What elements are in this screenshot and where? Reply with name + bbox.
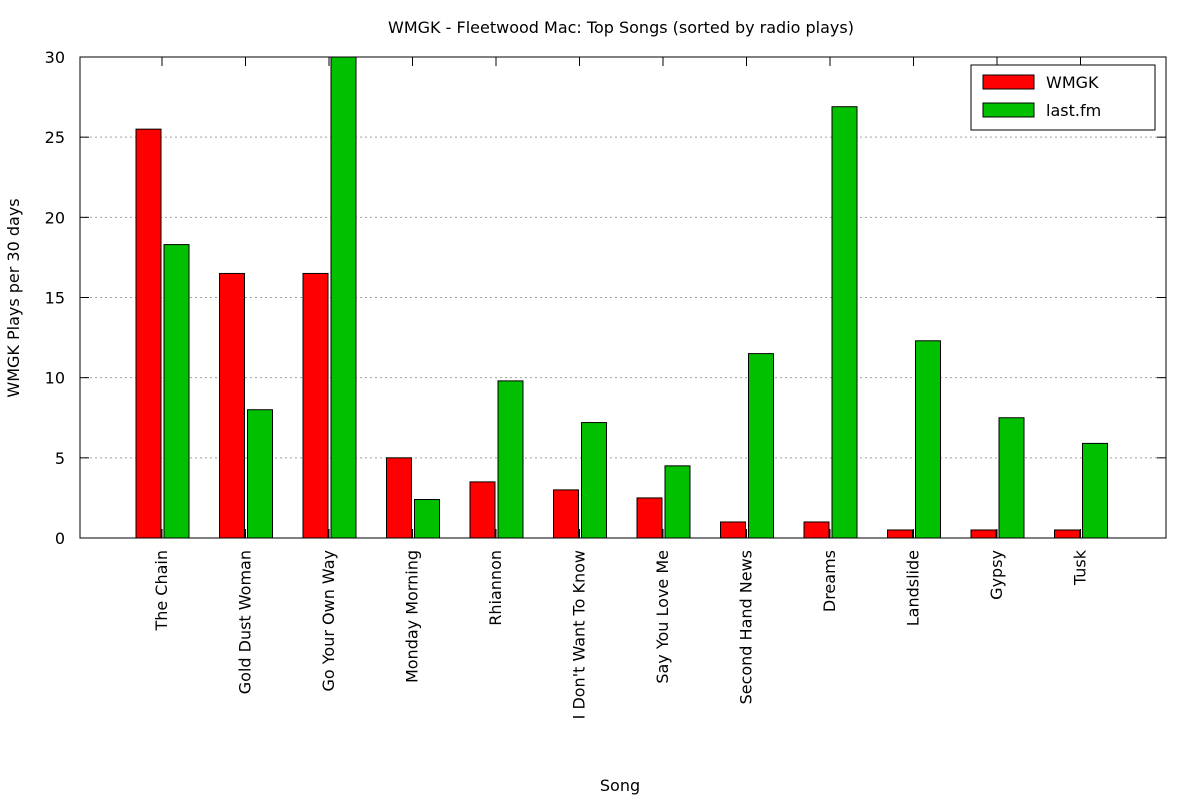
legend-label: WMGK	[1046, 73, 1099, 92]
bar-lastfm	[247, 409, 273, 539]
bar-wmgk	[887, 529, 913, 539]
bar-lastfm	[831, 106, 858, 539]
bar-lastfm	[581, 422, 607, 539]
x-tick-label: Gypsy	[987, 550, 1006, 600]
bar-wmgk	[1054, 529, 1080, 539]
bar-lastfm	[1082, 442, 1108, 539]
y-tick-label: 5	[55, 449, 65, 468]
y-tick-label: 30	[45, 48, 65, 67]
bar-wmgk	[386, 457, 412, 539]
x-axis-label: Song	[600, 776, 640, 795]
bar-lastfm	[330, 56, 357, 539]
bar-wmgk	[803, 521, 830, 539]
legend-swatch	[982, 102, 1035, 118]
bar-lastfm	[915, 340, 941, 539]
bar-lastfm	[414, 499, 440, 539]
x-tick-label: Dreams	[820, 550, 839, 612]
bar-wmgk	[469, 481, 496, 539]
y-tick-label: 25	[45, 128, 65, 147]
bar-wmgk	[135, 128, 162, 539]
chart-title: WMGK - Fleetwood Mac: Top Songs (sorted …	[388, 18, 854, 37]
x-tick-label: Gold Dust Woman	[236, 550, 255, 694]
bar-lastfm	[664, 465, 691, 539]
x-tick-label: Say You Love Me	[653, 550, 672, 684]
y-tick-label: 0	[55, 529, 65, 548]
legend-label: last.fm	[1046, 101, 1101, 120]
x-tick-label: Tusk	[1071, 549, 1090, 586]
bar-wmgk	[302, 272, 329, 539]
bar-lastfm	[748, 353, 774, 539]
legend-swatch	[982, 74, 1035, 90]
bar-lastfm	[497, 380, 524, 539]
legend: WMGK last.fm	[970, 64, 1156, 131]
bar-wmgk	[970, 529, 997, 539]
x-tick-label: The Chain	[152, 550, 171, 632]
bars	[135, 56, 1108, 539]
bar-wmgk	[553, 489, 579, 539]
x-tick-label: Monday Morning	[403, 550, 422, 683]
y-axis-label: WMGK Plays per 30 days	[4, 198, 23, 397]
x-tick-label: Landslide	[904, 550, 923, 626]
bar-wmgk	[636, 497, 663, 539]
y-tick-label: 20	[45, 208, 65, 227]
x-tick-label: Second Hand News	[737, 550, 756, 704]
bar-lastfm	[163, 244, 190, 539]
x-tick-label: Rhiannon	[486, 550, 505, 626]
x-tick-label: I Don't Want To Know	[570, 550, 589, 719]
plot-frame	[79, 56, 1167, 539]
axes: 0 5 10 15 20 25 30 The Chain Gold Dust Woman Go Y…	[45, 48, 1167, 719]
y-tick-label: 10	[45, 369, 65, 388]
bar-wmgk	[720, 521, 746, 539]
bar-lastfm	[998, 417, 1025, 539]
y-tick-label: 15	[45, 289, 65, 308]
x-tick-label: Go Your Own Way	[319, 550, 338, 692]
bar-wmgk	[219, 272, 245, 539]
